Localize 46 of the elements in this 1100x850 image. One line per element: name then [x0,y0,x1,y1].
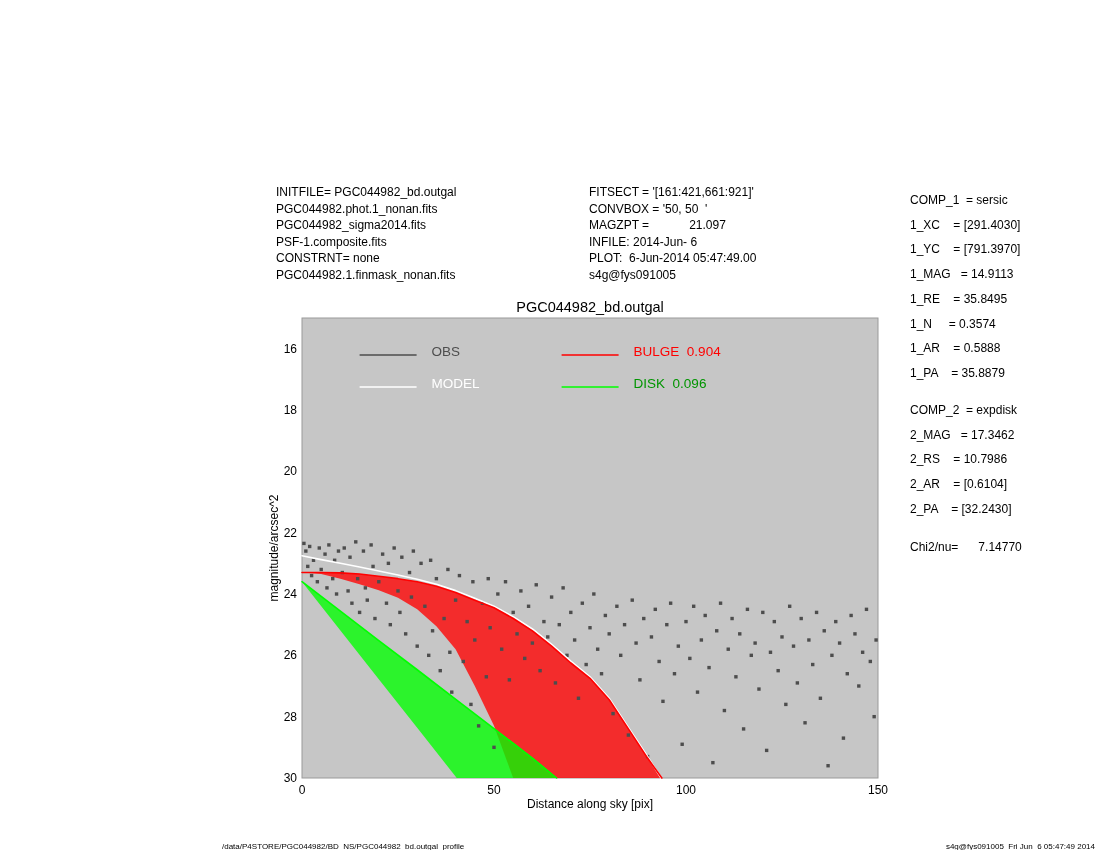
legend-label: BULGE 0.904 [633,344,722,359]
legend-label: OBS [431,344,461,359]
x-axis-title: Distance along sky [pix] [526,797,654,811]
y-tick-label: 24 [283,587,298,601]
text: CONVBOX = '50, 50 ' [589,201,708,216]
text: PSF-1.composite.fits [276,234,387,249]
text: MAGZPT = 21.097 [589,218,727,233]
text: 1_RE = 35.8495 [910,291,1008,306]
text: PGC044982.phot.1_nonan.fits [276,201,438,216]
text: PGC044982.1.finmask_nonan.fits [276,268,456,282]
text: 2_PA = [32.2430] [910,501,1012,516]
text: COMP_2 = expdisk [910,403,1019,417]
text: 1_YC = [791.3970] [910,242,1021,257]
text: Chi2/nu= 7.14770 [910,540,1023,554]
text: FITSECT = '[161:421,661:921]' [589,185,754,199]
text: 1_PA = 35.8879 [910,365,1006,380]
x-tick-label: 0 [298,783,306,797]
legend-label: MODEL [431,376,481,391]
x-tick-label: 150 [867,783,889,797]
x-tick-label: 50 [487,783,501,797]
text: 2_AR = [0.6104] [910,477,1008,492]
chart-title: PGC044982_bd.outgal [516,299,664,315]
x-tick-label: 100 [675,783,697,797]
text: 2_MAG = 17.3462 [910,427,1015,442]
text: COMP_1 = sersic [910,193,1008,207]
text: INFILE: 2014-Jun- 6 [589,234,698,249]
text: CONSTRNT= none [276,251,381,266]
text: s4g@fys091005 [589,268,677,282]
text: INITFILE= PGC044982_bd.outgal [276,185,457,199]
text: 1_XC = [291.4030] [910,217,1021,232]
y-tick-label: 18 [283,403,298,417]
y-tick-label: 16 [283,341,298,356]
text: 1_MAG = 14.9113 [910,267,1014,282]
y-axis-title: magnitude/arcsec^2 [267,494,281,602]
y-tick-label: 26 [283,648,298,663]
y-tick-label: 28 [283,709,298,724]
text: s4g@fys091005 Fri Jun 6 05:47:49 2014 [945,842,1096,850]
y-tick-label: 30 [283,771,298,785]
text: 1_AR = 0.5888 [910,341,1001,356]
text: PGC044982_sigma2014.fits [276,218,427,233]
text: 1_N = 0.3574 [910,316,997,331]
text: 2_RS = 10.7986 [910,452,1008,467]
y-tick-label: 20 [283,464,298,479]
y-tick-label: 22 [283,525,298,540]
text: PLOT: 6-Jun-2014 05:47:49.00 [589,251,757,266]
legend-label: DISK 0.096 [633,376,707,391]
